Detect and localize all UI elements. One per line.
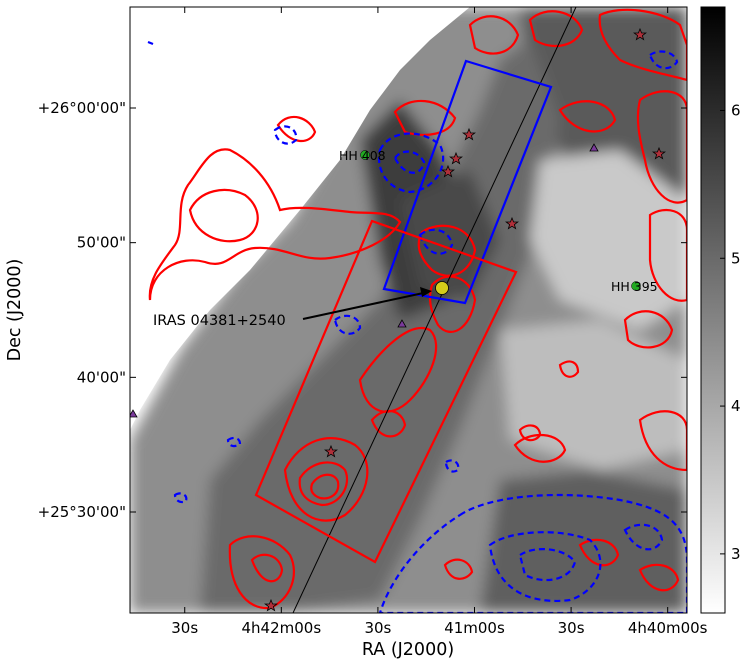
- colorbar-tick-label: 3: [731, 545, 741, 563]
- y-tick-label: +25°30'00": [38, 503, 126, 521]
- y-axis: +25°30'00" 40'00" 50'00" +26°00'00": [38, 99, 687, 521]
- hh-395-marker: [631, 281, 641, 291]
- hh-408-label: HH 408: [339, 148, 386, 163]
- iras-arrowhead: [420, 287, 432, 297]
- x-axis-label: RA (J2000): [362, 640, 454, 660]
- plot-frame: [129, 6, 688, 614]
- triangle-markers: [130, 143, 599, 418]
- colorbar: 3 4 5 6: [700, 6, 741, 614]
- y-axis-label: Dec (J2000): [5, 259, 25, 362]
- iras-source-marker: [435, 281, 449, 295]
- hh-395-label: HH 395: [611, 279, 658, 294]
- red-box: [254, 219, 518, 564]
- position-line: [292, 7, 577, 613]
- hh-408-marker: [360, 150, 370, 160]
- x-tick-label: 4h42m00s: [241, 619, 321, 637]
- x-tick-label: 30s: [364, 619, 391, 637]
- colorbar-tick-label: 4: [731, 397, 741, 415]
- colorbar-tick-label: 5: [731, 249, 741, 267]
- y-tick-label: +26°00'00": [38, 99, 126, 117]
- x-tick-label: 41m00s: [444, 619, 505, 637]
- colorbar-gradient: [700, 6, 726, 614]
- blue-box: [382, 59, 553, 305]
- y-tick-label: 50'00": [77, 234, 126, 252]
- y-tick-label: 40'00": [77, 368, 126, 386]
- colorbar-tick-label: 6: [731, 101, 741, 119]
- star-markers: [264, 27, 666, 612]
- no-data-region: [130, 7, 470, 430]
- x-tick-label: 30s: [558, 619, 585, 637]
- blue-contours: [147, 40, 687, 613]
- x-tick-label: 4h40m00s: [628, 619, 708, 637]
- iras-label: IRAS 04381+2540: [153, 313, 286, 329]
- plot-area: IRAS 04381+2540 HH 408 HH 395: [129, 6, 688, 614]
- x-axis: 30s 4h42m00s 30s 41m00s 30s 4h40m00s: [171, 7, 708, 637]
- colorbar-ticks: 3 4 5 6: [720, 101, 741, 563]
- x-tick-label: 30s: [171, 619, 198, 637]
- iras-arrow-line: [302, 291, 429, 320]
